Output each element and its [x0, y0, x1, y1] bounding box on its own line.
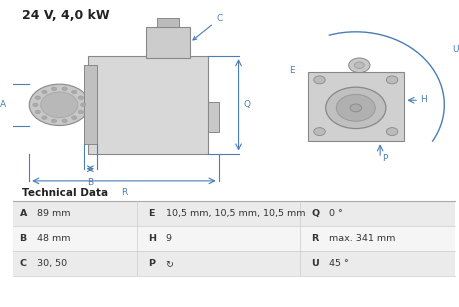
- Circle shape: [62, 119, 67, 123]
- Circle shape: [72, 90, 77, 94]
- Circle shape: [42, 116, 47, 119]
- Circle shape: [72, 116, 77, 119]
- Circle shape: [78, 96, 84, 99]
- Bar: [308, 72, 403, 141]
- Circle shape: [51, 87, 56, 91]
- Text: 30, 50: 30, 50: [37, 259, 67, 268]
- Circle shape: [29, 84, 89, 126]
- Text: U: U: [451, 45, 458, 54]
- Text: E: E: [147, 209, 154, 218]
- Circle shape: [42, 90, 47, 94]
- Text: A: A: [0, 100, 6, 109]
- Text: Technical Data: Technical Data: [22, 188, 107, 198]
- Bar: [13, 251, 454, 276]
- Circle shape: [80, 103, 86, 107]
- Text: E: E: [288, 66, 294, 75]
- Text: R: R: [311, 234, 318, 243]
- Text: R: R: [121, 188, 127, 197]
- Bar: [88, 56, 207, 154]
- Text: 0 °: 0 °: [329, 209, 342, 218]
- Text: B: B: [19, 234, 27, 243]
- Text: C: C: [19, 259, 27, 268]
- Text: P: P: [381, 154, 386, 163]
- Circle shape: [33, 103, 38, 107]
- Text: max. 341 mm: max. 341 mm: [329, 234, 395, 243]
- Circle shape: [313, 128, 325, 136]
- Text: 10,5 mm, 10,5 mm, 10,5 mm: 10,5 mm, 10,5 mm, 10,5 mm: [165, 209, 304, 218]
- Text: 45 °: 45 °: [329, 259, 348, 268]
- Bar: [13, 201, 454, 226]
- Circle shape: [35, 110, 40, 114]
- Text: B: B: [87, 178, 93, 187]
- Circle shape: [78, 110, 84, 114]
- Circle shape: [386, 76, 397, 84]
- Circle shape: [349, 104, 361, 112]
- Bar: [13, 226, 454, 251]
- Text: 48 mm: 48 mm: [37, 234, 71, 243]
- Text: Q: Q: [311, 209, 319, 218]
- Bar: [157, 18, 179, 27]
- Text: A: A: [19, 209, 27, 218]
- Text: 89 mm: 89 mm: [37, 209, 71, 218]
- Text: H: H: [419, 95, 426, 104]
- Circle shape: [354, 62, 364, 69]
- Circle shape: [386, 128, 397, 136]
- Text: H: H: [147, 234, 156, 243]
- Text: P: P: [147, 259, 155, 268]
- Bar: [207, 102, 218, 132]
- Text: 9: 9: [165, 234, 171, 243]
- Circle shape: [325, 87, 385, 129]
- Text: Q: Q: [243, 100, 250, 109]
- Bar: [146, 27, 190, 58]
- Circle shape: [62, 87, 67, 91]
- Circle shape: [41, 92, 78, 118]
- Bar: [84, 65, 97, 144]
- Circle shape: [51, 119, 56, 123]
- Circle shape: [35, 96, 40, 99]
- Text: U: U: [311, 259, 319, 268]
- Text: 24 V, 4,0 kW: 24 V, 4,0 kW: [22, 9, 109, 22]
- Text: C: C: [193, 14, 222, 40]
- Circle shape: [336, 95, 375, 121]
- Text: ↻: ↻: [165, 259, 173, 268]
- Circle shape: [313, 76, 325, 84]
- Circle shape: [348, 58, 369, 72]
